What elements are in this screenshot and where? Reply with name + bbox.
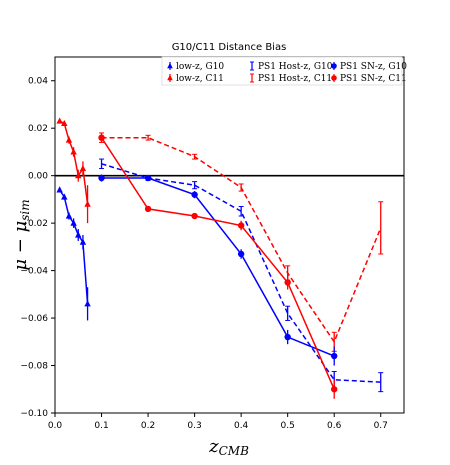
- legend-label: PS1 SN-z, G10: [340, 62, 407, 72]
- y-tick-label: −0.02: [20, 219, 48, 229]
- data-point: [237, 250, 245, 258]
- data-point: [79, 164, 87, 172]
- data-point: [61, 119, 68, 127]
- legend-label: low-z, G10: [176, 62, 224, 72]
- x-tick-label: 0.6: [327, 421, 342, 431]
- series-1: [56, 117, 91, 224]
- legend-marker: [331, 75, 337, 81]
- plot-frame: [54, 56, 405, 414]
- series-0: [56, 186, 91, 321]
- series-line: [100, 137, 335, 390]
- legend-item: low-z, C11: [167, 74, 224, 84]
- legend-item: PS1 Host-z, C11: [250, 73, 332, 84]
- series-line: [101, 136, 382, 344]
- y-tick-label: −0.04: [20, 267, 48, 277]
- series-4: [98, 174, 338, 366]
- y-tick-label: −0.08: [20, 362, 48, 372]
- y-tick-label: 0.04: [28, 77, 48, 87]
- data-point: [237, 222, 245, 229]
- legend-marker: [331, 63, 337, 69]
- legend-box: [161, 56, 403, 86]
- data-point: [75, 231, 82, 238]
- data-point: [56, 117, 63, 124]
- y-tick-label: −0.06: [20, 314, 48, 324]
- x-tick-label: 0.0: [48, 421, 63, 431]
- series-3: [99, 132, 384, 352]
- data-point: [331, 352, 338, 360]
- data-point: [65, 136, 73, 143]
- series-layer: [56, 117, 384, 399]
- series-line: [101, 177, 335, 357]
- series-2: [99, 158, 384, 393]
- legend-item: PS1 SN-z, C11: [331, 74, 407, 84]
- y-tick-label: 0.00: [28, 172, 48, 182]
- data-point: [61, 193, 68, 200]
- legend-label: low-z, C11: [176, 74, 224, 84]
- x-tick-label: 0.5: [281, 421, 295, 431]
- legend-label: PS1 Host-z, C11: [258, 74, 332, 84]
- data-point: [65, 212, 73, 219]
- y-axis-label: μ − μsim: [10, 199, 32, 270]
- data-point: [98, 174, 105, 182]
- chart-title: G10/C11 Distance Bias: [172, 42, 287, 53]
- data-point: [70, 148, 77, 155]
- series-line: [101, 163, 381, 383]
- data-point: [191, 212, 198, 220]
- data-point: [284, 333, 291, 341]
- legend-label: PS1 Host-z, G10: [258, 62, 333, 72]
- data-point: [284, 279, 291, 286]
- x-tick-label: 0.3: [187, 421, 201, 431]
- legend-item: low-z, G10: [167, 62, 224, 72]
- data-point: [75, 172, 82, 179]
- x-tick-label: 0.4: [234, 421, 249, 431]
- data-point: [331, 386, 338, 393]
- y-tick-label: −0.10: [20, 409, 48, 419]
- series-5: [98, 134, 338, 399]
- data-point: [56, 186, 63, 193]
- x-tick-label: 0.7: [374, 421, 388, 431]
- x-tick-label: 0.2: [141, 421, 155, 431]
- y-tick-label: 0.02: [28, 124, 48, 134]
- legend-label: PS1 SN-z, C11: [340, 74, 407, 84]
- x-tick-label: 0.1: [94, 421, 108, 431]
- x-axis-label: zCMB: [208, 436, 249, 458]
- y-axis: 0.04 0.02 0.00 −0.02 −0.04 −0.06 −0.08 −0.10: [20, 77, 55, 419]
- legend-item: PS1 SN-z, G10: [331, 62, 407, 72]
- data-point: [98, 134, 105, 141]
- data-point: [144, 174, 152, 182]
- x-axis: 0.0 0.1 0.2 0.3 0.4 0.5 0.6 0.7: [48, 413, 388, 431]
- legend-marker: [167, 74, 173, 81]
- legend-item: PS1 Host-z, G10: [250, 61, 333, 72]
- data-point: [79, 238, 87, 245]
- legend-marker: [167, 62, 173, 69]
- data-point: [84, 300, 91, 307]
- data-point: [191, 191, 198, 198]
- data-point: [144, 205, 152, 213]
- data-point: [70, 219, 77, 226]
- legend: low-z, G10 PS1 Host-z, G10 PS1 SN-z, G10 lo…: [161, 56, 407, 86]
- data-point: [84, 200, 91, 207]
